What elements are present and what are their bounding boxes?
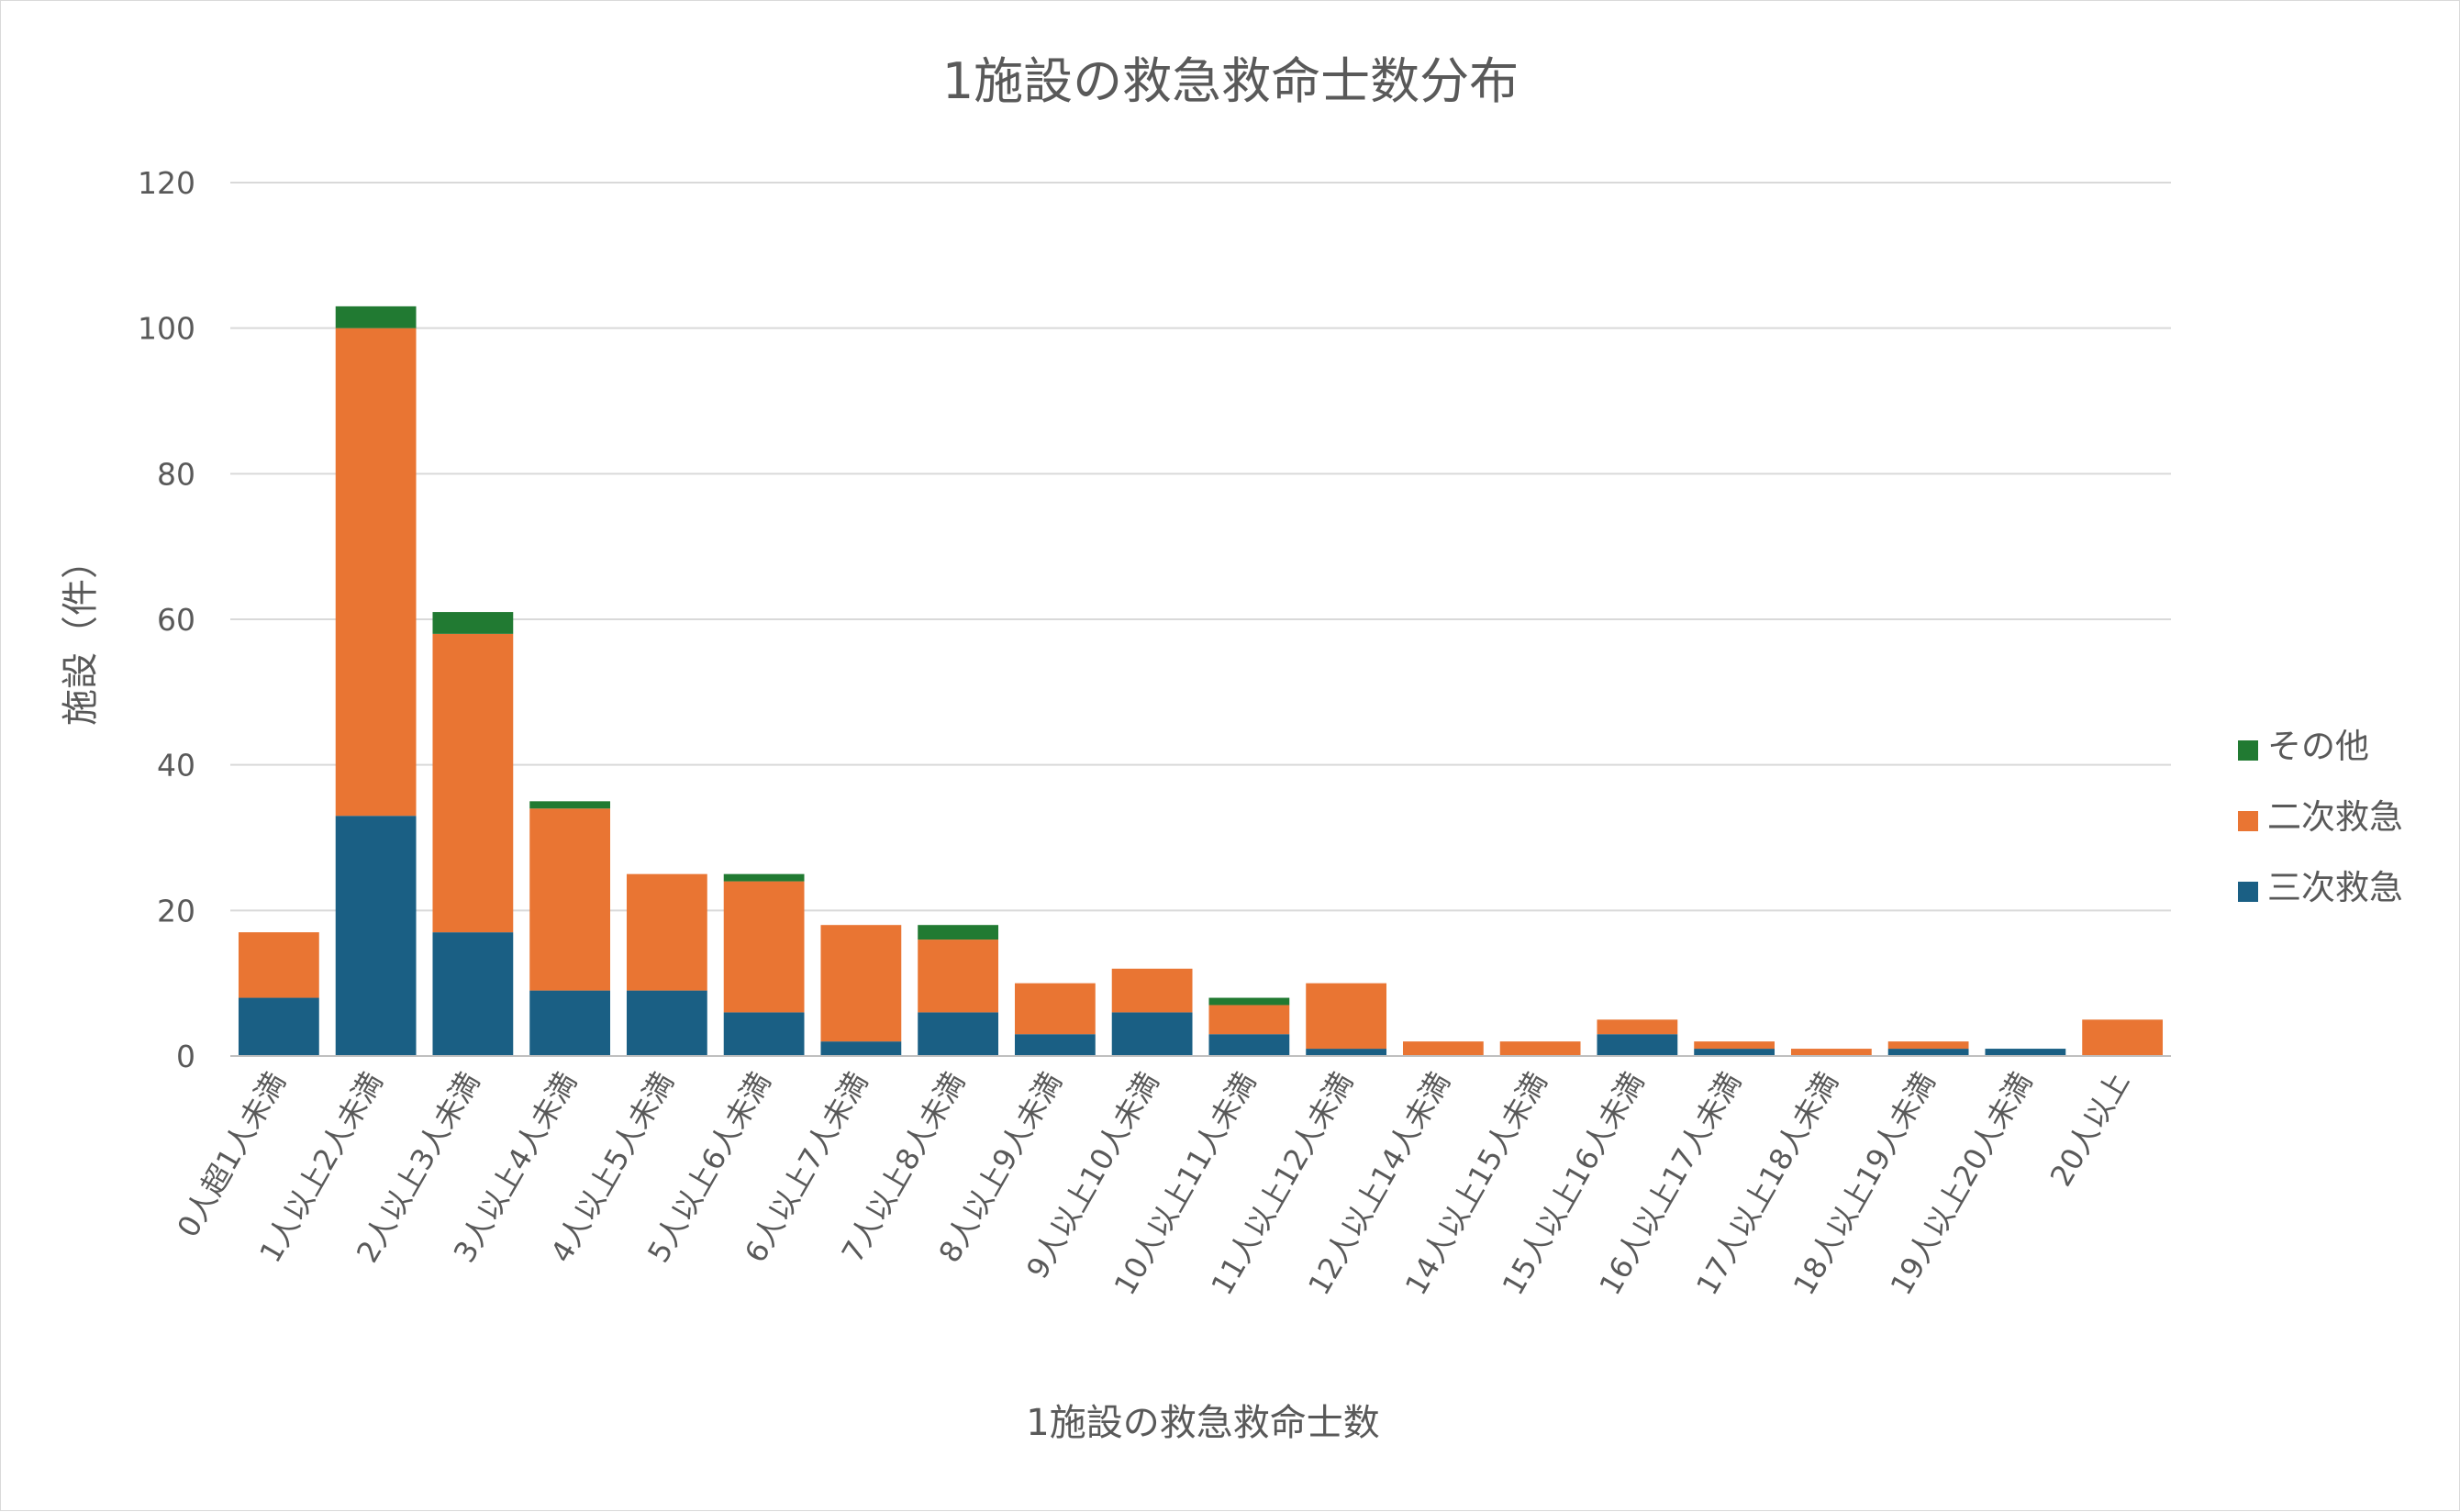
- y-tick-label: 0: [176, 1039, 195, 1074]
- bar-segment-3-4: [529, 801, 611, 809]
- bar-segment-2-18: [1887, 1041, 1969, 1050]
- y-tick-label: 80: [157, 456, 195, 492]
- bar-segment-2-14: [1499, 1041, 1581, 1056]
- bar-segment-1-4: [529, 990, 611, 1056]
- bar-segment-1-12: [1306, 1049, 1387, 1056]
- bar-segment-2-17: [1790, 1049, 1872, 1056]
- y-tick-label: 100: [138, 311, 195, 347]
- bar-segment-2-12: [1306, 983, 1387, 1050]
- bar-segment-2-20: [2082, 1019, 2164, 1056]
- bar-segment-1-10: [1111, 1012, 1193, 1056]
- bar-segment-3-2: [335, 306, 417, 328]
- bar-segment-3-11: [1208, 997, 1290, 1006]
- y-tick-label: 20: [157, 893, 195, 928]
- bar-segment-2-11: [1208, 1005, 1290, 1035]
- legend-label: 三次救急: [2267, 868, 2403, 907]
- y-axis-ticks: 0 20 40 60 80 100 120: [138, 165, 195, 1074]
- bar-segment-1-3: [432, 932, 514, 1056]
- legend-label: 二次救急: [2267, 797, 2403, 837]
- bar-segment-3-8: [918, 925, 999, 940]
- bar-segment-1-2: [335, 816, 417, 1056]
- bar-segment-2-4: [529, 808, 611, 991]
- bar-segment-1-15: [1597, 1034, 1678, 1056]
- legend-swatch: [2238, 811, 2258, 831]
- y-axis-title: 施設（件）: [60, 542, 102, 726]
- legend-swatch: [2238, 882, 2258, 902]
- y-tick-label: 60: [157, 602, 195, 638]
- x-category-label: 20人以上: [2043, 1066, 2136, 1192]
- bar-segment-1-6: [723, 1012, 805, 1056]
- bars: [238, 306, 2164, 1056]
- bar-segment-2-5: [626, 873, 707, 991]
- chart-title: 1施設の救急救命士数分布: [942, 52, 1519, 110]
- bar-segment-1-5: [626, 990, 707, 1056]
- bar-segment-2-15: [1597, 1019, 1678, 1035]
- legend-label: その他: [2267, 727, 2369, 766]
- x-axis-categories: 0人超1人未満1人以上2人未満2人以上3人未満3人以上4人未満4人以上5人未満5…: [171, 1066, 2137, 1301]
- bar-segment-1-16: [1694, 1049, 1775, 1056]
- y-tick-label: 40: [157, 748, 195, 784]
- x-axis-title: 1施設の救急救命士数: [1026, 1402, 1379, 1444]
- bar-segment-1-18: [1887, 1049, 1969, 1056]
- bar-segment-2-3: [432, 633, 514, 933]
- y-tick-label: 120: [138, 165, 195, 201]
- gridlines: [230, 182, 2171, 912]
- bar-segment-1-1: [238, 997, 319, 1056]
- bar-segment-2-16: [1694, 1041, 1775, 1050]
- bar-segment-1-8: [918, 1012, 999, 1056]
- bar-segment-1-7: [820, 1041, 902, 1056]
- bar-segment-1-11: [1208, 1034, 1290, 1056]
- bar-segment-1-19: [1985, 1049, 2066, 1056]
- bar-segment-2-9: [1014, 983, 1096, 1035]
- bar-segment-2-6: [723, 881, 805, 1013]
- bar-segment-2-1: [238, 932, 319, 998]
- bar-segment-3-6: [723, 873, 805, 882]
- bar-segment-2-7: [820, 925, 902, 1042]
- bar-segment-2-8: [918, 939, 999, 1013]
- bar-segment-2-2: [335, 328, 417, 817]
- bar-segment-2-10: [1111, 968, 1193, 1013]
- bar-segment-3-3: [432, 612, 514, 634]
- legend-swatch: [2238, 740, 2258, 761]
- bar-segment-1-9: [1014, 1034, 1096, 1056]
- bar-segment-2-13: [1402, 1041, 1484, 1056]
